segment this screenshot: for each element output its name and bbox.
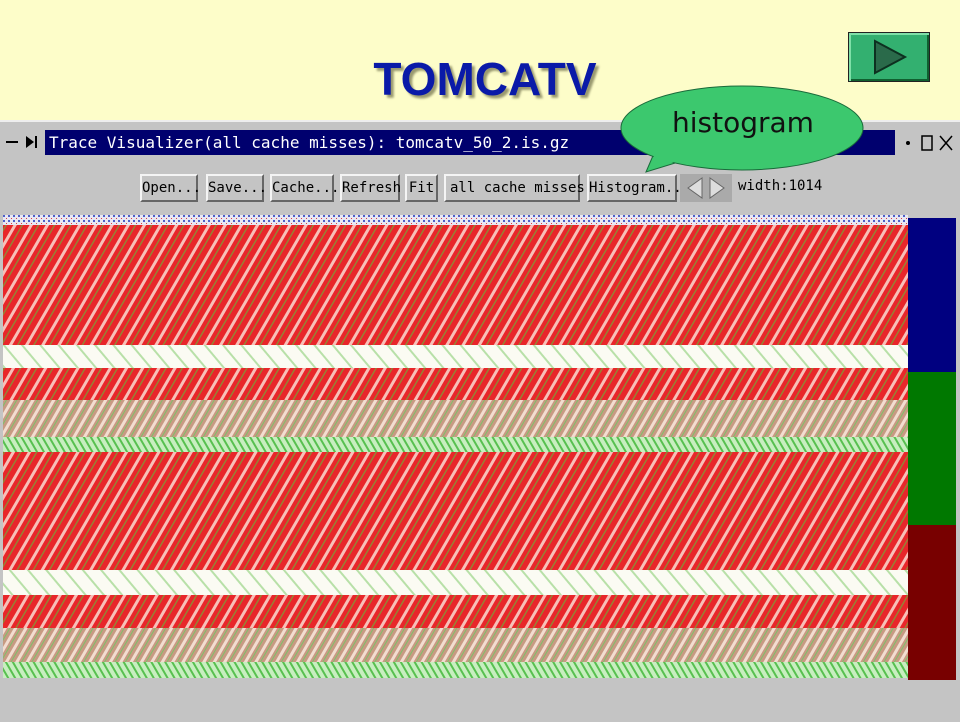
histogram-button[interactable]: Histogram... — [587, 174, 690, 202]
callout-text: histogram — [672, 106, 814, 139]
toolbar-button[interactable]: Fit — [405, 174, 438, 202]
toolbar-button[interactable]: Cache... — [270, 174, 339, 202]
cache-dropdown[interactable]: all cache misses — [444, 174, 585, 202]
window-menu-icon — [6, 136, 37, 148]
callout-bubble — [620, 85, 864, 173]
toolbar-button[interactable]: Open... — [140, 174, 201, 202]
scroll-arrows[interactable] — [680, 174, 732, 202]
window-controls[interactable] — [900, 132, 958, 154]
trace-view — [3, 215, 956, 680]
toolbar-button[interactable]: Save... — [206, 174, 267, 202]
play-icon — [874, 39, 908, 75]
width-label: width:1014 — [738, 178, 823, 194]
toolbar-button[interactable]: Refresh — [340, 174, 401, 202]
slide-title: TOMCATV — [373, 53, 597, 105]
play-button[interactable] — [848, 32, 930, 82]
